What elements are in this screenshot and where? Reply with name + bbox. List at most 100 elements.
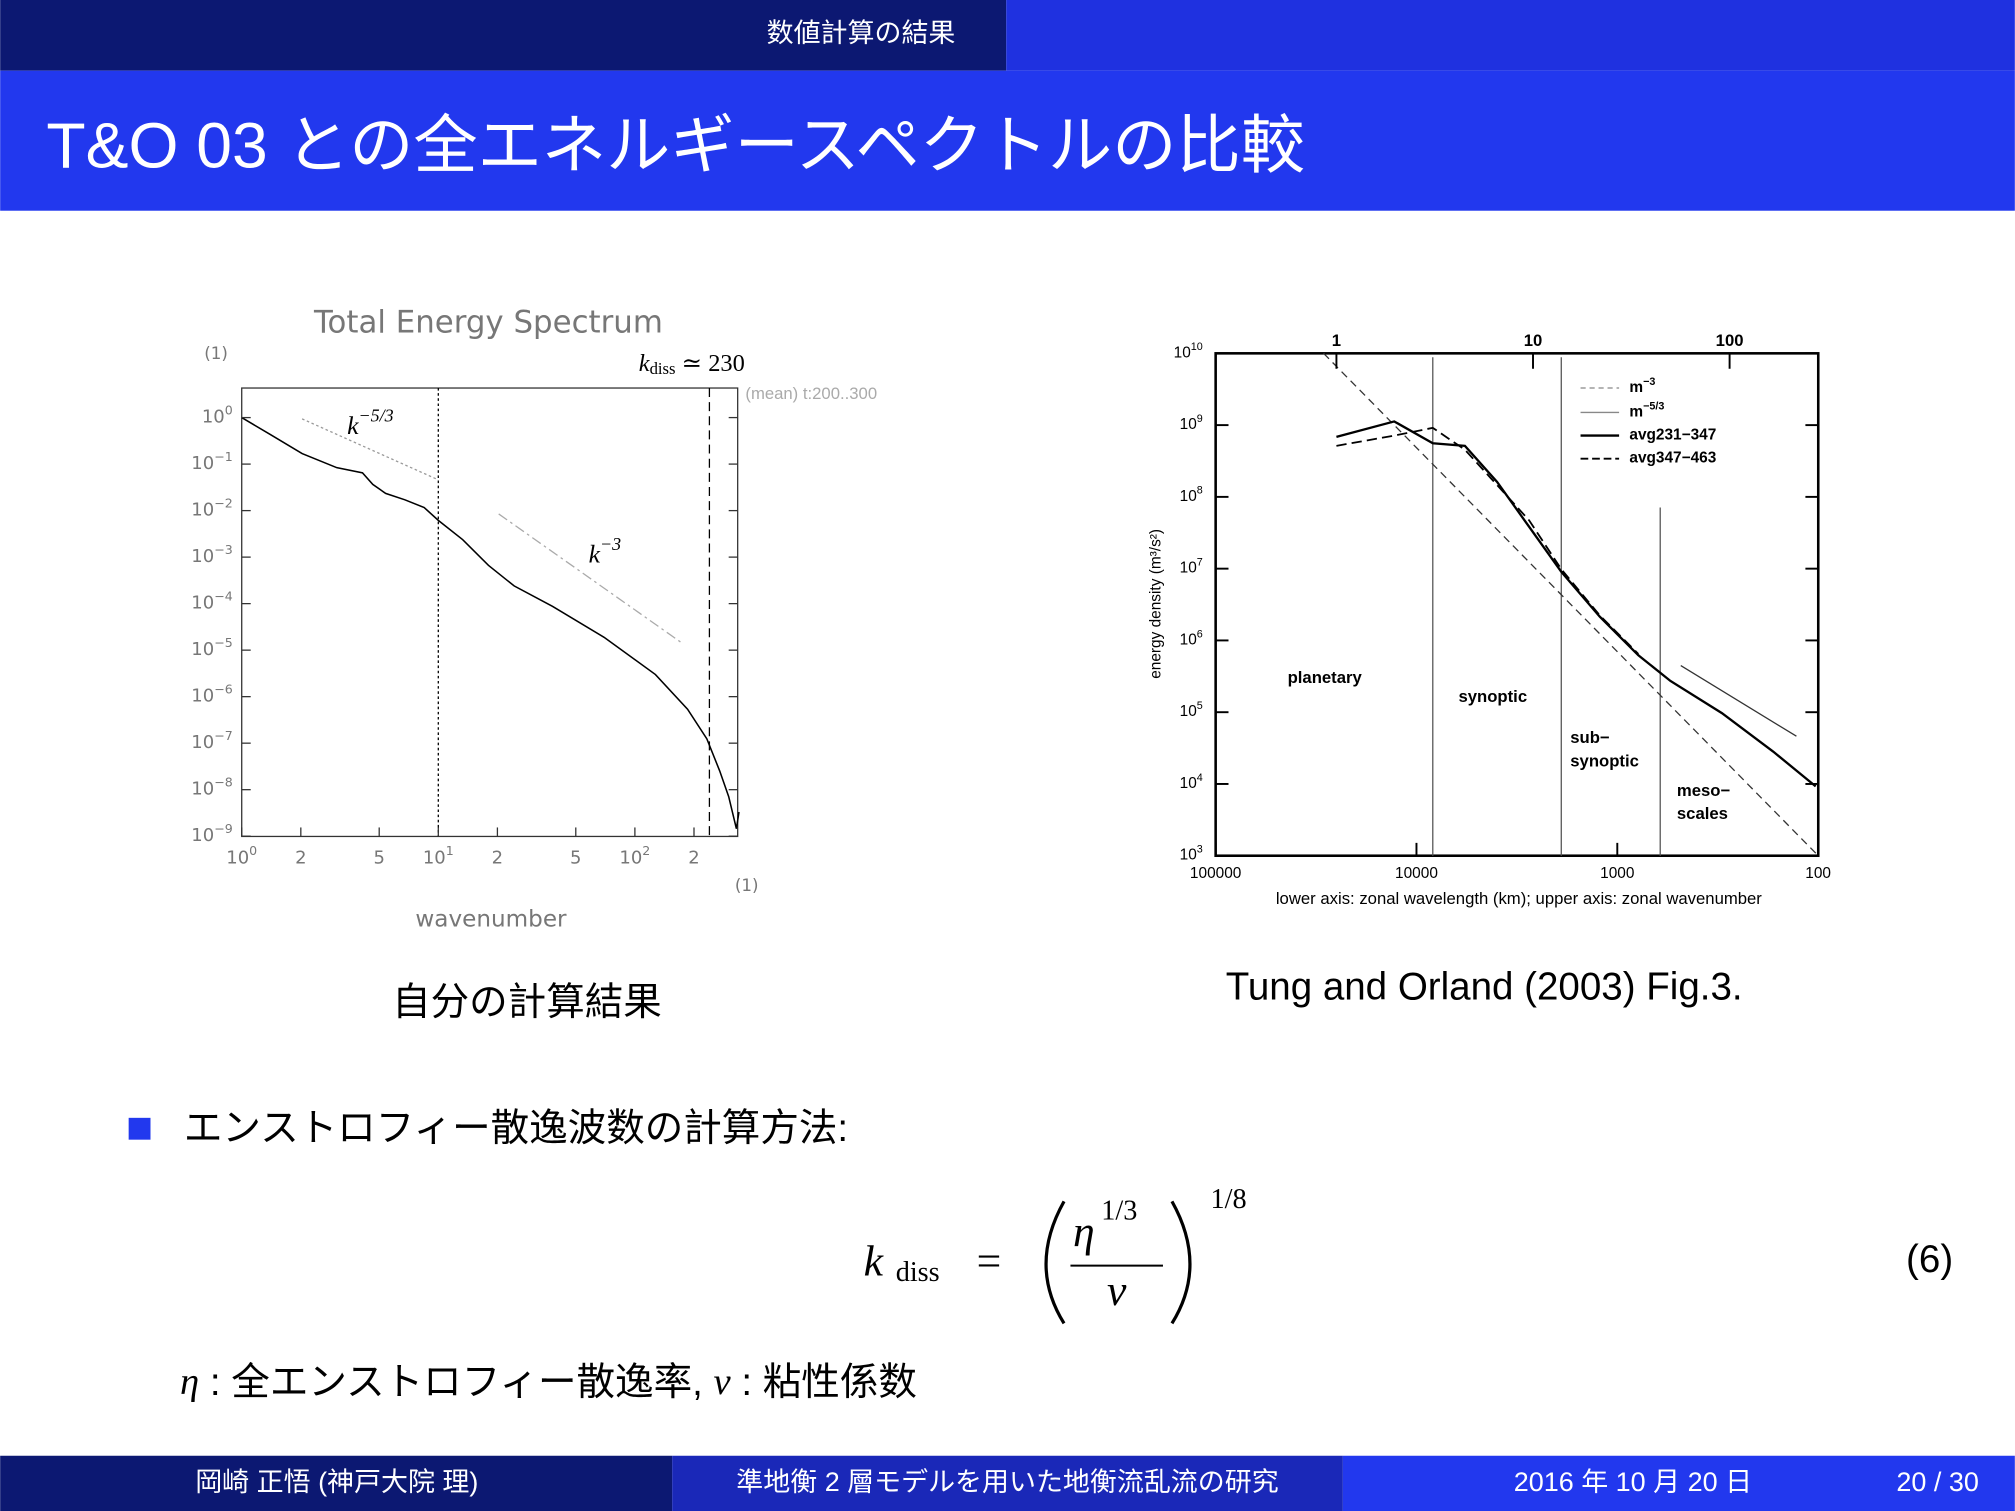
- x-tick-label-base: 10: [423, 847, 446, 868]
- y-tick-label-base: 10: [191, 639, 214, 660]
- x-tick-label: 100: [226, 843, 257, 869]
- y-tick-label-base: 10: [191, 500, 214, 521]
- eq-den: ν: [1107, 1267, 1127, 1315]
- x-tick-label-exp: 2: [642, 843, 650, 858]
- figure-right: energy density (m³/s²) lower axis: zonal…: [1148, 331, 1831, 1008]
- x-tick-label: 5: [373, 847, 384, 868]
- region-label: synoptic: [1570, 751, 1639, 770]
- eq-exp: 1/8: [1211, 1184, 1247, 1215]
- y-tick-label-base: 10: [1180, 560, 1197, 577]
- avg231-curve: [1336, 420, 1817, 788]
- definitions: η : 全エンストロフィー散逸率, ν : 粘性係数: [180, 1361, 917, 1404]
- y-tick-label-base: 10: [1180, 632, 1197, 649]
- top-tick-label: 100: [1716, 331, 1744, 350]
- x-unit: (1): [735, 875, 759, 895]
- legend-label: m−3: [1629, 376, 1655, 396]
- eq-lhs-sub: diss: [896, 1257, 940, 1288]
- y-tick-label: 107: [1180, 556, 1203, 576]
- y-tick-label-exp: −9: [214, 820, 233, 835]
- y-tick-label: 10−2: [191, 495, 232, 521]
- kdiss-symbol: k: [639, 350, 651, 377]
- x-tick-label-exp: 0: [249, 843, 257, 858]
- legend-label: m−5/3: [1629, 400, 1664, 420]
- title-band: [0, 70, 2015, 211]
- y-label: energy density (m³/s²): [1148, 529, 1165, 679]
- region-label: scales: [1677, 804, 1728, 823]
- def-symbol: ν: [714, 1361, 732, 1403]
- legend-label: avg347−463: [1629, 450, 1716, 467]
- y-unit: (1): [204, 343, 228, 363]
- y-tick-label-exp: −5: [214, 634, 233, 649]
- y-tick-label-exp: 6: [1197, 628, 1203, 640]
- y-tick-label: 1010: [1174, 341, 1203, 361]
- note: (mean) t:200..300: [745, 384, 877, 403]
- y-tick-label: 106: [1180, 628, 1203, 648]
- slope-label-exp: −5/3: [358, 406, 393, 426]
- y-tick-label: 10−8: [191, 774, 232, 800]
- top-tick-label: 10: [1524, 331, 1543, 350]
- section: 数値計算の結果: [767, 18, 956, 48]
- kdiss-label: kdiss ≃ 230: [639, 350, 745, 378]
- y-tick-label-exp: −6: [214, 681, 233, 696]
- y-tick-label-base: 10: [1180, 847, 1197, 864]
- def-text: : 全エンストロフィー散逸率,: [199, 1361, 713, 1404]
- y-tick-label-base: 10: [191, 686, 214, 707]
- equation: k diss = η 1/3 ν 1/8: [864, 1184, 1247, 1325]
- y-tick-label: 105: [1180, 700, 1203, 720]
- legend-label-exp: −5/3: [1643, 400, 1664, 412]
- x-tick-label-exp: 1: [446, 843, 454, 858]
- y-tick-label-base: 10: [1174, 344, 1191, 361]
- y-tick-label: 108: [1180, 485, 1203, 505]
- footer-talk: 準地衡 2 層モデルを用いた地衡流乱流の研究: [736, 1467, 1278, 1497]
- x-tick-label: 100: [1805, 865, 1831, 882]
- plot-title: Total Energy Spectrum: [313, 304, 663, 340]
- y-tick-label: 10−4: [191, 588, 232, 614]
- x-tick-label: 2: [688, 847, 699, 868]
- slide-title: T&O 03 との全エネルギースペクトルの比較: [46, 109, 1305, 181]
- y-tick-label-exp: 8: [1197, 485, 1203, 497]
- slope-ref: [498, 513, 682, 643]
- y-tick-label-base: 10: [191, 546, 214, 567]
- spectrum-curve: [241, 416, 740, 829]
- y-tick-label: 10−3: [191, 541, 232, 567]
- x-tick-label: 10000: [1395, 865, 1438, 882]
- y-tick-label: 10−1: [191, 448, 232, 474]
- y-tick-label-exp: 0: [225, 402, 233, 417]
- legend-label-base: m: [1629, 404, 1643, 421]
- x-label: wavenumber: [415, 906, 567, 932]
- y-tick-label: 10−5: [191, 634, 232, 660]
- y-tick-label-exp: −2: [214, 495, 233, 510]
- x-tick-label: 100000: [1190, 865, 1241, 882]
- y-tick-label: 103: [1180, 843, 1203, 863]
- y-tick-label-exp: −4: [214, 588, 233, 603]
- def-text: : 粘性係数: [731, 1361, 917, 1404]
- legend-label-base: avg347−463: [1629, 450, 1716, 467]
- x-tick-label: 2: [492, 847, 503, 868]
- bullet-text: エンストロフィー散逸波数の計算方法:: [184, 1107, 848, 1150]
- x-tick-label-base: 2: [492, 847, 503, 868]
- x-tick-label-base: 10: [619, 847, 642, 868]
- legend-label-exp: −3: [1643, 376, 1655, 388]
- kdiss-text: ≃ 230: [676, 350, 745, 377]
- slope-ref: [1323, 352, 1819, 857]
- slope-label: k−5/3: [347, 406, 394, 440]
- paren-left: [1044, 1200, 1066, 1325]
- y-tick-label-base: 10: [191, 825, 214, 846]
- x-tick-label-base: 5: [373, 847, 384, 868]
- region-label: synoptic: [1458, 687, 1527, 706]
- y-tick-label-exp: 10: [1191, 341, 1203, 353]
- footer-left: [0, 1455, 673, 1511]
- footer-right: [1342, 1455, 2015, 1511]
- y-tick-label: 10−9: [191, 820, 232, 846]
- slope-label: k−3: [589, 534, 622, 568]
- paren-right: [1170, 1200, 1192, 1325]
- footer-author: 岡崎 正悟 (神戸大院 理): [195, 1467, 478, 1497]
- figure-left: Total Energy Spectrum (1) (1) wavenumber…: [191, 304, 877, 1024]
- y-tick-label-base: 10: [1180, 703, 1197, 720]
- y-tick-label-exp: 9: [1197, 413, 1203, 425]
- header-right: [1006, 0, 2015, 71]
- caption: 自分の計算結果: [392, 981, 662, 1024]
- x-label: lower axis: zonal wavelength (km); upper…: [1276, 889, 1762, 908]
- x-tick-label-base: 2: [295, 847, 306, 868]
- slope-ref: [301, 418, 438, 480]
